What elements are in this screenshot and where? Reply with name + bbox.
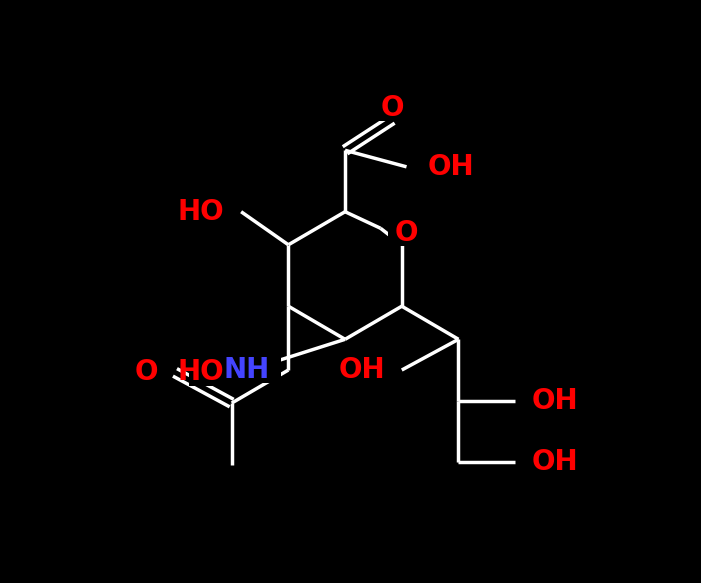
FancyBboxPatch shape — [139, 359, 165, 385]
FancyBboxPatch shape — [520, 388, 567, 414]
FancyBboxPatch shape — [189, 198, 236, 225]
FancyBboxPatch shape — [350, 357, 397, 383]
Text: O: O — [381, 94, 404, 122]
FancyBboxPatch shape — [388, 220, 416, 246]
Text: OH: OH — [532, 448, 578, 476]
Text: O: O — [135, 359, 158, 387]
Text: NH: NH — [223, 356, 269, 384]
FancyBboxPatch shape — [416, 153, 463, 180]
FancyBboxPatch shape — [234, 357, 281, 383]
FancyBboxPatch shape — [189, 359, 236, 385]
Text: HO: HO — [178, 198, 224, 226]
Text: OH: OH — [339, 356, 386, 384]
FancyBboxPatch shape — [520, 449, 567, 475]
Text: HO: HO — [178, 359, 224, 387]
Text: O: O — [395, 219, 418, 247]
Text: OH: OH — [532, 387, 578, 415]
FancyBboxPatch shape — [378, 94, 407, 121]
Text: OH: OH — [428, 153, 475, 181]
